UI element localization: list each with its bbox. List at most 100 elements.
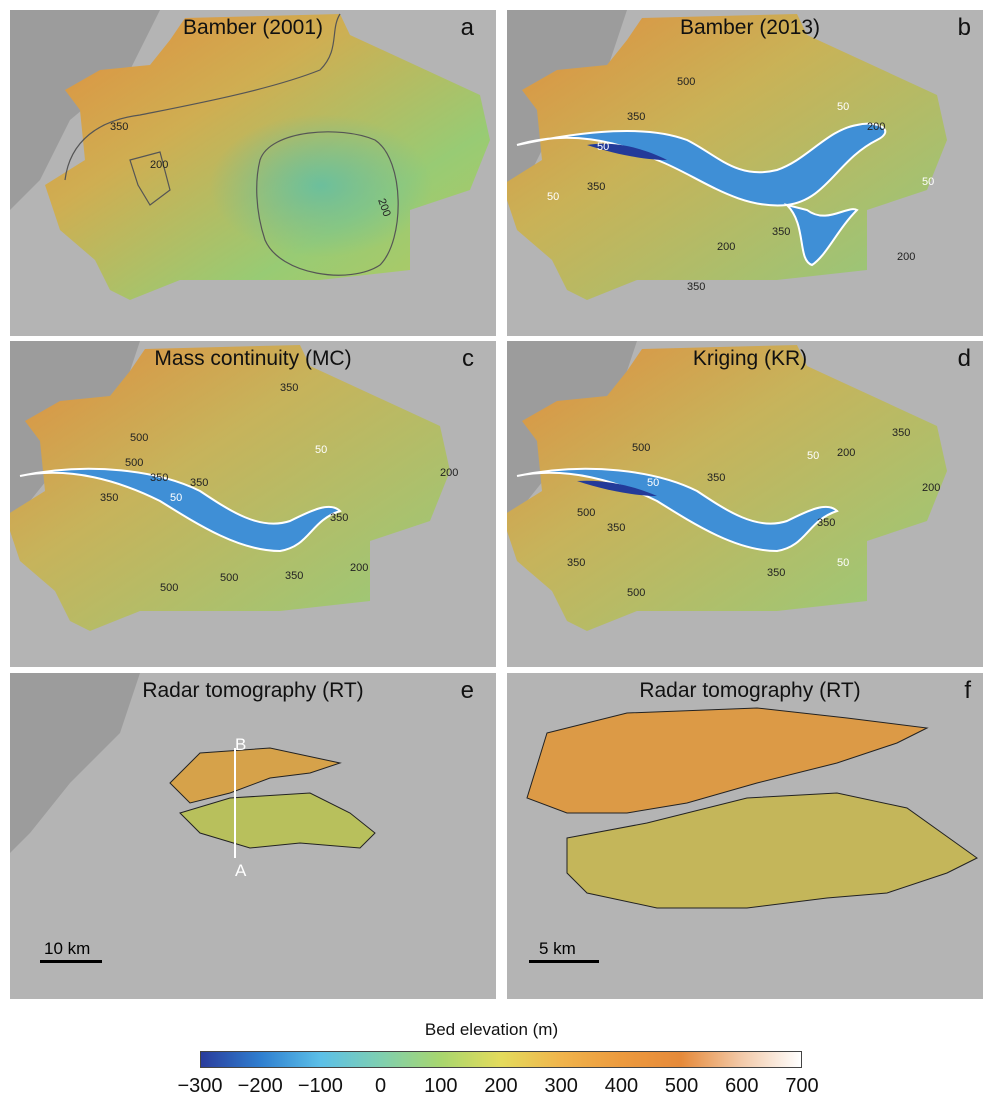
contour-label: 350 xyxy=(150,472,168,484)
contour-label: 350 xyxy=(330,512,348,524)
contour-label: 200 xyxy=(897,251,915,263)
contour-label: 500 xyxy=(125,457,143,469)
subglacial-trough xyxy=(516,467,839,553)
profile-end-label: A xyxy=(235,861,247,880)
map-panel-a: 350 200 200 Bamber (2001) a xyxy=(10,10,496,336)
contour-line-200-large xyxy=(256,131,399,276)
colorbar-tick-label: 500 xyxy=(664,1075,699,1097)
map-panel-c: 350 500 500 350 350 350 350 500 500 350 … xyxy=(10,341,496,667)
trough-deep-core xyxy=(577,480,657,496)
panel-label: e xyxy=(460,677,474,704)
contour-label: 500 xyxy=(627,587,645,599)
contour-line-350 xyxy=(64,13,341,181)
panel-title: Bamber (2001) xyxy=(182,16,324,39)
map-panel-b: 500 350 200 350 200 350 200 350 50 50 50… xyxy=(507,10,983,336)
contour-label: 50 xyxy=(315,444,327,456)
contour-label: 50 xyxy=(547,191,559,203)
contour-label: 350 xyxy=(567,557,585,569)
panel-title: Mass continuity (MC) xyxy=(154,347,352,370)
contour-label: 50 xyxy=(837,557,849,569)
contour-label: 350 xyxy=(767,567,785,579)
contour-label: 350 xyxy=(607,522,625,534)
panel-label: d xyxy=(957,345,971,372)
panel-label: f xyxy=(964,677,971,704)
bed-elevation-map-d: 350 500 200 350 500 350 350 350 200 350 … xyxy=(507,341,983,667)
contour-label: 200 xyxy=(867,121,885,133)
trough-deep-core xyxy=(587,143,667,160)
subglacial-trough-branch xyxy=(783,203,859,267)
colorbar-tick-label: −100 xyxy=(297,1075,343,1097)
colorbar-tick-label: 300 xyxy=(544,1075,578,1097)
bedrock-outcrop-a xyxy=(10,10,160,210)
subglacial-trough xyxy=(516,122,887,207)
contour-label: 50 xyxy=(170,492,182,504)
colorbar-tick-label: 0 xyxy=(375,1075,387,1097)
contour-label: 500 xyxy=(160,582,178,594)
contour-label: 350 xyxy=(285,570,303,582)
colorbar-tick-label: 100 xyxy=(424,1075,458,1097)
tomography-coverage-south xyxy=(566,792,978,909)
scale-bar xyxy=(40,960,102,963)
contour-label: 200 xyxy=(922,482,940,494)
glacier-outline-c xyxy=(10,345,450,631)
colorbar-tick-label: 700 xyxy=(785,1075,819,1097)
subglacial-trough xyxy=(19,467,342,553)
contour-label: 50 xyxy=(922,176,934,188)
contour-label: 350 xyxy=(892,427,910,439)
panel-title: Radar tomography (RT) xyxy=(142,679,364,702)
contour-label: 350 xyxy=(707,472,725,484)
contour-label: 50 xyxy=(597,141,609,153)
contour-label: 350 xyxy=(100,492,118,504)
panel-title: Bamber (2013) xyxy=(679,16,821,39)
scale-bar-label: 10 km xyxy=(44,939,91,958)
panel-title: Kriging (KR) xyxy=(692,347,808,370)
contour-line-200-small xyxy=(129,151,171,206)
colorbar-tick-label: 200 xyxy=(484,1075,518,1097)
contour-label: 350 xyxy=(817,517,835,529)
contour-label: 500 xyxy=(577,507,595,519)
contour-label: 200 xyxy=(440,467,458,479)
profile-start-label: B xyxy=(235,735,247,754)
bed-elevation-map-b: 500 350 200 350 200 350 200 350 50 50 50… xyxy=(507,10,983,336)
panel-title: Radar tomography (RT) xyxy=(639,679,861,702)
contour-label: 350 xyxy=(627,111,645,123)
map-panel-f: Radar tomography (RT) f 5 km xyxy=(507,673,983,999)
map-panel-d: 350 500 200 350 500 350 350 350 200 350 … xyxy=(507,341,983,667)
bed-elevation-map-c: 350 500 500 350 350 350 350 500 500 350 … xyxy=(10,341,496,667)
contour-label: 50 xyxy=(807,450,819,462)
tomography-coverage-north xyxy=(169,747,342,804)
contour-label: 200 xyxy=(375,197,393,218)
contour-label: 350 xyxy=(587,181,605,193)
scale-bar-label: 5 km xyxy=(539,939,576,958)
panel-label: b xyxy=(957,14,971,41)
bed-elevation-map-e xyxy=(10,673,496,999)
tomography-coverage-south xyxy=(179,792,376,849)
colorbar-gradient xyxy=(200,1051,802,1068)
contour-label: 350 xyxy=(110,121,128,133)
contour-label: 200 xyxy=(150,159,168,171)
contour-label: 50 xyxy=(837,101,849,113)
panel-label: a xyxy=(460,14,474,41)
panel-label: c xyxy=(462,345,474,372)
contour-label: 500 xyxy=(632,442,650,454)
contour-label: 200 xyxy=(717,241,735,253)
contour-label: 350 xyxy=(190,477,208,489)
contour-label: 350 xyxy=(687,281,705,293)
contour-label: 500 xyxy=(130,432,148,444)
bedrock-outcrop-e xyxy=(10,673,140,853)
colorbar-tick-label: 600 xyxy=(725,1075,759,1097)
colorbar-tick-label: −200 xyxy=(237,1075,283,1097)
contour-label: 500 xyxy=(677,76,695,88)
bed-elevation-map-f xyxy=(507,673,983,999)
colorbar-title: Bed elevation (m) xyxy=(424,1020,559,1039)
contour-label: 50 xyxy=(647,477,659,489)
contour-label: 200 xyxy=(350,562,368,574)
colorbar-tick-label: −300 xyxy=(177,1075,223,1097)
scale-bar xyxy=(529,960,599,963)
contour-label: 350 xyxy=(280,382,298,394)
bed-elevation-map-a: 350 200 200 xyxy=(10,10,496,336)
tomography-coverage-north xyxy=(526,707,929,814)
contour-label: 350 xyxy=(772,226,790,238)
contour-label: 500 xyxy=(220,572,238,584)
map-panel-e: B A Radar tomography (RT) e 10 km xyxy=(10,673,496,999)
